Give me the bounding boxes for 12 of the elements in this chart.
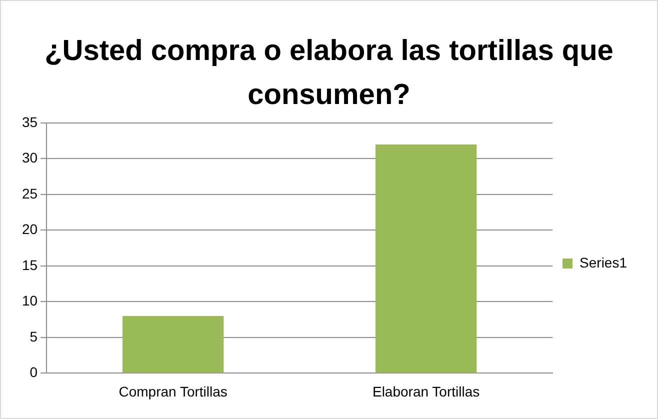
legend-label: Series1 bbox=[580, 254, 628, 270]
x-tick-label: Elaboran Tortillas bbox=[372, 383, 480, 400]
y-tick-label: 15 bbox=[22, 256, 38, 273]
x-tick-label: Compran Tortillas bbox=[118, 383, 228, 400]
y-tick-label: 10 bbox=[22, 292, 38, 309]
y-tick-label: 20 bbox=[22, 221, 38, 238]
chart-title: ¿Usted compra o elabora las tortillas que consumen? bbox=[44, 34, 614, 113]
y-tick-label: 0 bbox=[30, 364, 38, 380]
y-tick-label: 30 bbox=[22, 150, 38, 166]
y-tick-label: 5 bbox=[30, 328, 38, 344]
y-tick-label: 25 bbox=[22, 185, 38, 202]
y-tick-label: 35 bbox=[22, 114, 38, 130]
